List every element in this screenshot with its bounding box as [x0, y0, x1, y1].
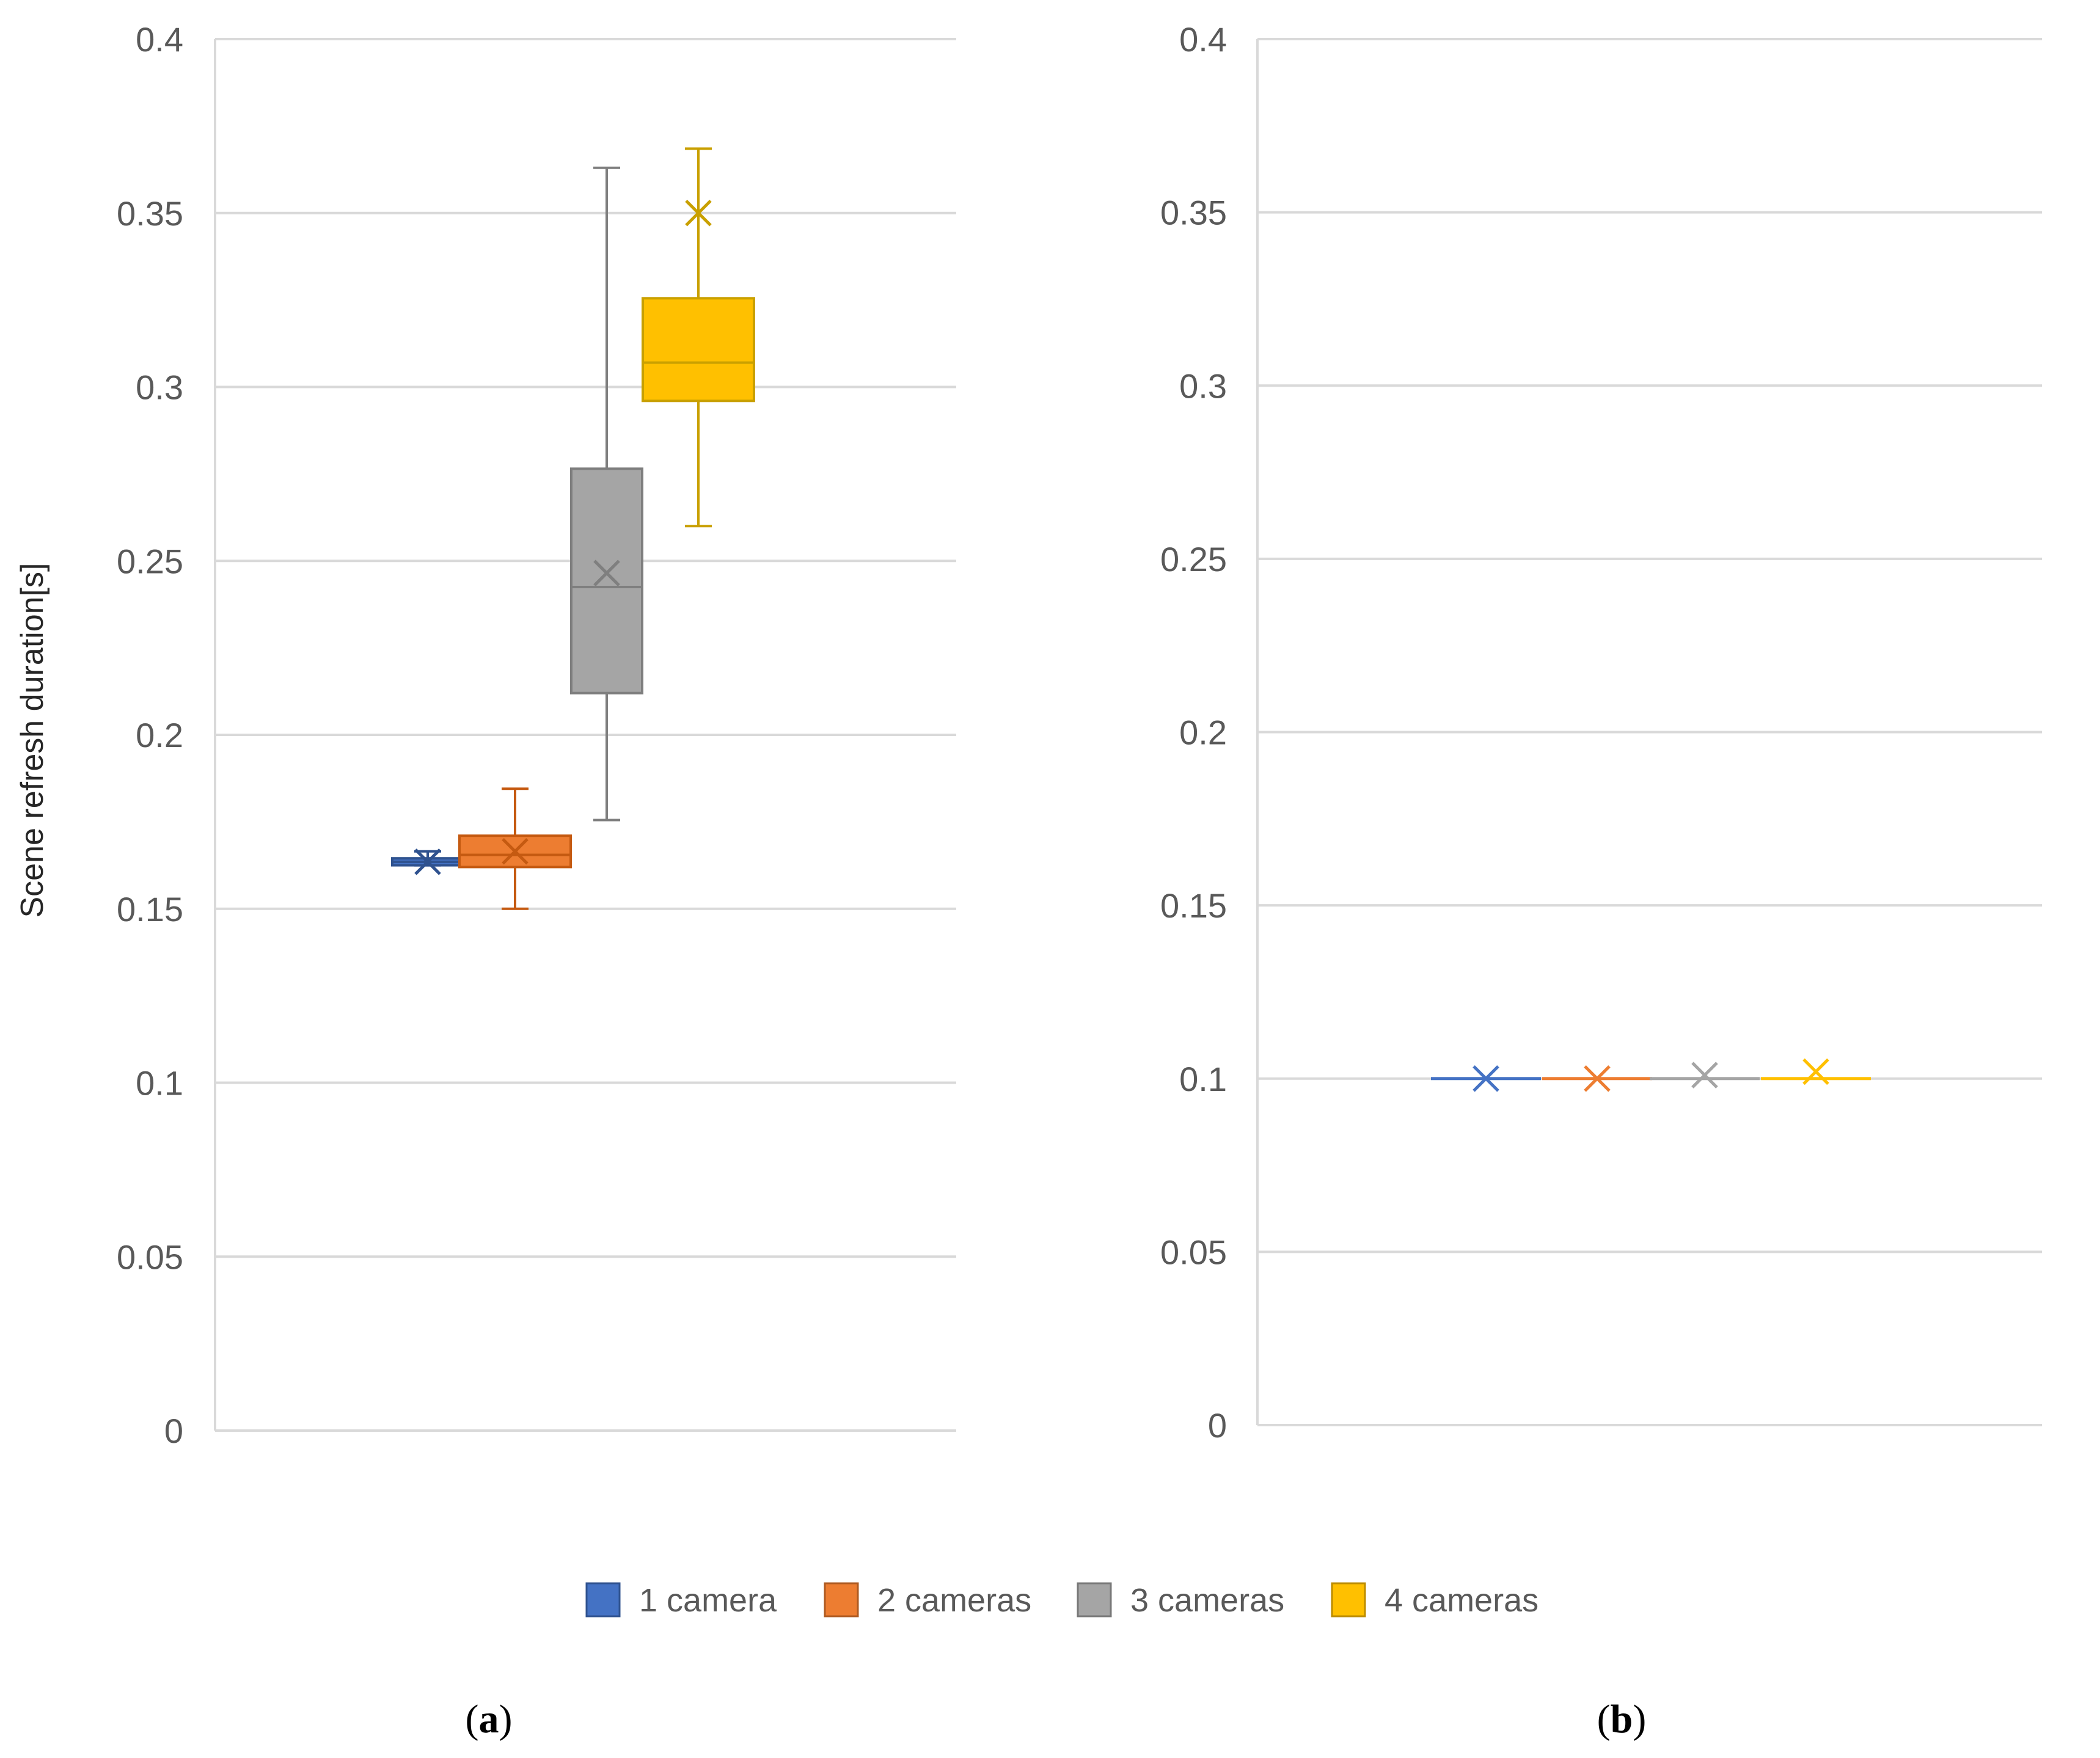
- panel-a-box-1-camera: [391, 848, 464, 875]
- legend-label-1-camera: 1 camera: [639, 1582, 777, 1619]
- panel-b-mean-marker-4-cameras: [1802, 1058, 1829, 1085]
- panel-b-y-ticks: 0 0.05 0.1 0.15 0.2 0.25 0.3 0.35 0.4: [1160, 20, 1227, 1445]
- legend-label-4-cameras: 4 cameras: [1385, 1582, 1538, 1619]
- panel-a-box-4-cameras: [642, 147, 755, 528]
- legend-item-2: 2 cameras: [824, 1582, 1031, 1619]
- panel-a-tick-label-0-3: 0.3: [136, 368, 183, 407]
- panel-a-boxes: [391, 147, 755, 910]
- panel-a-box-3-cameras: [570, 166, 643, 822]
- panel-b-caption-letter: b: [1611, 1697, 1633, 1742]
- panel-a-tick-label-0-4: 0.4: [136, 20, 183, 59]
- legend-label-3-cameras: 3 cameras: [1130, 1582, 1284, 1619]
- panel-a-tick-label-0-25: 0.25: [117, 542, 183, 580]
- panel-b-caption: (b): [1597, 1697, 1647, 1742]
- panel-b-box-3-cameras: [1650, 1062, 1760, 1089]
- panel-a-iqr-box-3-cameras: [570, 467, 643, 695]
- legend-item-3: 3 cameras: [1077, 1582, 1284, 1619]
- panel-b-chart: 0 0.05 0.1 0.15 0.2 0.25 0.3 0.35 0.4: [1160, 20, 2042, 1445]
- legend-item-4: 4 cameras: [1331, 1582, 1538, 1619]
- legend-swatch-2-cameras: [824, 1582, 859, 1618]
- panel-b-tick-label-0-15: 0.15: [1160, 886, 1227, 925]
- panel-a-mean-marker-2-cameras: [502, 838, 529, 865]
- panel-b-mean-marker-1-camera: [1473, 1065, 1499, 1092]
- panel-a-chart: Scene refresh duration[s] 0 0.05 0.1 0.15 0.…: [15, 20, 956, 1450]
- panel-b-tick-label-0-2: 0.2: [1179, 713, 1227, 752]
- panel-b-tick-label-0: 0: [1208, 1406, 1227, 1445]
- panel-b-tick-label-0-35: 0.35: [1160, 194, 1227, 232]
- panel-b-gridlines: [1256, 38, 2042, 1426]
- panel-b-box-2-cameras: [1542, 1065, 1652, 1092]
- panel-a-caption-close: ): [499, 1697, 513, 1742]
- panel-b-tick-label-0-3: 0.3: [1179, 367, 1227, 405]
- legend-swatch-1-camera: [585, 1582, 621, 1618]
- panel-a-box-2-cameras: [458, 787, 572, 910]
- panel-b-boxes: [1431, 1058, 1871, 1092]
- legend-label-2-cameras: 2 cameras: [877, 1582, 1031, 1619]
- panel-b-tick-label-0-4: 0.4: [1179, 20, 1227, 59]
- panel-a-tick-label-0-35: 0.35: [117, 194, 183, 233]
- panel-a-caption: (a): [466, 1697, 513, 1742]
- panel-a-caption-open: (: [466, 1697, 479, 1742]
- panel-a-tick-label-0-2: 0.2: [136, 716, 183, 754]
- legend-swatch-4-cameras: [1331, 1582, 1366, 1618]
- panel-a-iqr-box-4-cameras: [642, 297, 755, 403]
- legend: 1 camera 2 cameras 3 cameras 4 cameras: [585, 1582, 1538, 1619]
- panel-a-tick-label-0-1: 0.1: [136, 1064, 183, 1103]
- panel-b-box-4-cameras: [1761, 1058, 1871, 1085]
- panel-a-gridlines: [214, 38, 956, 1432]
- panel-a-y-ticks: 0 0.05 0.1 0.15 0.2 0.25 0.3 0.35 0.4: [117, 20, 183, 1450]
- panel-b-caption-open: (: [1597, 1697, 1611, 1742]
- panel-b-mean-marker-3-cameras: [1691, 1062, 1718, 1089]
- legend-item-1: 1 camera: [585, 1582, 777, 1619]
- panel-b-tick-label-0-25: 0.25: [1160, 540, 1227, 578]
- panel-b-mean-marker-2-cameras: [1584, 1065, 1611, 1092]
- panel-a-y-axis-title: Scene refresh duration[s]: [15, 563, 50, 918]
- panel-b-tick-label-0-05: 0.05: [1160, 1233, 1227, 1271]
- panel-a-mean-marker-1-camera: [414, 848, 441, 875]
- panel-a-tick-label-0-15: 0.15: [117, 890, 183, 928]
- panel-b-tick-label-0-1: 0.1: [1179, 1060, 1227, 1098]
- panel-a-mean-marker-4-cameras: [685, 199, 712, 227]
- panel-a-caption-letter: a: [479, 1697, 499, 1742]
- legend-swatch-3-cameras: [1077, 1582, 1112, 1618]
- panel-a-tick-label-0-05: 0.05: [117, 1238, 183, 1276]
- panel-a-mean-marker-3-cameras: [593, 560, 620, 586]
- panel-b-caption-close: ): [1633, 1697, 1646, 1742]
- panel-b-box-1-camera: [1431, 1065, 1541, 1092]
- panel-a-tick-label-0: 0: [164, 1412, 183, 1450]
